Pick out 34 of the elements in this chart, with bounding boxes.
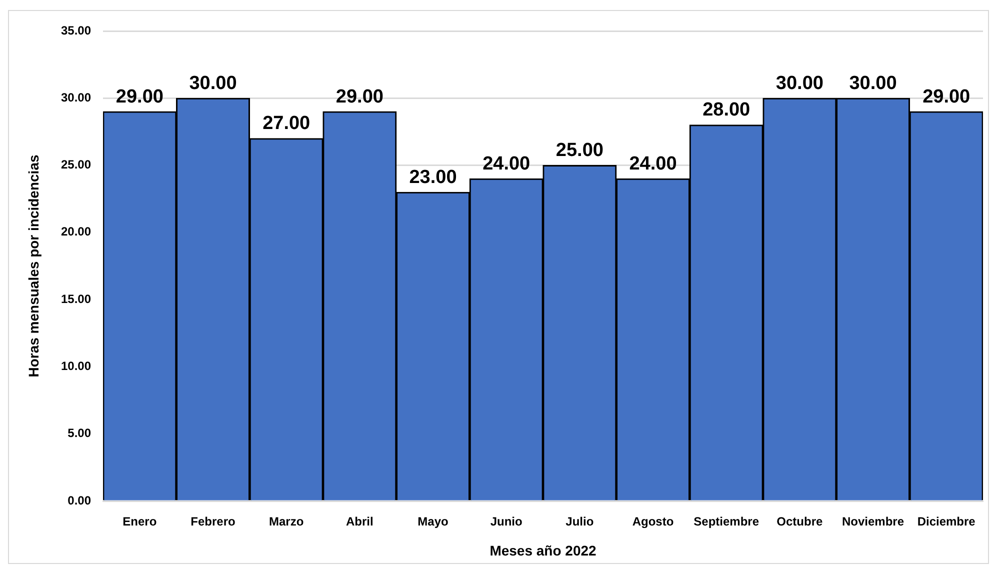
y-tick-label: 35.00 <box>60 23 92 38</box>
x-tick-label: Abril <box>346 514 374 529</box>
x-tick-label: Diciembre <box>917 514 976 529</box>
x-tick-label: Enero <box>122 514 157 529</box>
y-tick-label: 30.00 <box>60 90 92 104</box>
x-tick-label: Septiembre <box>694 514 760 529</box>
x-tick-label: Mayo <box>418 514 448 529</box>
x-tick-label: Agosto <box>632 514 674 529</box>
y-axis-title: Horas mensuales por incidencias <box>25 154 42 378</box>
data-label: 29.00 <box>922 86 970 108</box>
data-label: 23.00 <box>409 166 457 188</box>
x-tick-label: Noviembre <box>842 514 904 529</box>
data-label: 29.00 <box>116 86 164 108</box>
x-tick-label: Octubre <box>776 514 823 529</box>
data-label: 30.00 <box>776 72 824 94</box>
data-label: 24.00 <box>482 153 530 174</box>
data-label: 30.00 <box>189 72 237 94</box>
y-tick-label: 5.00 <box>68 426 92 440</box>
data-label: 29.00 <box>336 86 384 108</box>
data-label: 24.00 <box>629 153 677 174</box>
x-tick-label: Junio <box>490 514 522 529</box>
x-tick-label: Marzo <box>268 514 304 529</box>
x-tick-label: Febrero <box>190 514 236 529</box>
y-tick-label: 10.00 <box>60 359 92 374</box>
x-axis-title: Meses año 2022 <box>490 542 597 558</box>
y-tick-label: 0.00 <box>68 493 92 508</box>
y-tick-label: 25.00 <box>60 158 92 172</box>
y-tick-label: 20.00 <box>60 224 92 239</box>
data-label: 25.00 <box>556 140 604 162</box>
data-label: 30.00 <box>849 72 897 94</box>
y-tick-label: 15.00 <box>60 292 92 306</box>
data-label: 28.00 <box>702 100 750 121</box>
data-label: 27.00 <box>262 113 310 134</box>
x-tick-label: Julio <box>566 514 594 529</box>
